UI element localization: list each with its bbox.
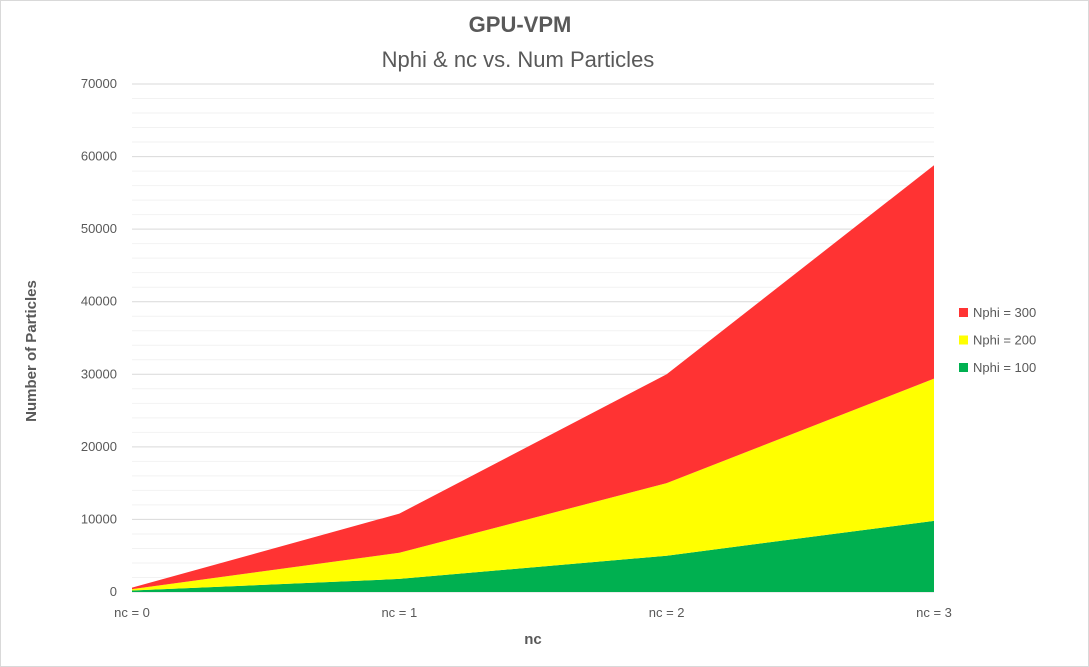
legend-label: Nphi = 100 — [973, 360, 1036, 375]
area-nphi-200 — [132, 378, 934, 591]
x-tick-label: nc = 3 — [916, 605, 952, 620]
legend-swatch — [959, 308, 968, 317]
legend-label: Nphi = 300 — [973, 305, 1036, 320]
area-nphi-300 — [132, 165, 934, 590]
legend: Nphi = 300 Nphi = 200 Nphi = 100 — [959, 305, 1036, 375]
y-tick-label: 0 — [110, 584, 117, 599]
x-axis-title: nc — [524, 631, 542, 648]
y-tick-label: 10000 — [81, 511, 117, 526]
y-tick-label: 50000 — [81, 221, 117, 236]
x-tick-label: nc = 0 — [114, 605, 150, 620]
x-tick-label: nc = 1 — [381, 605, 417, 620]
legend-swatch — [959, 335, 968, 345]
area-nphi-100 — [132, 520, 934, 592]
x-tick-label: nc = 2 — [649, 605, 685, 620]
y-axis-ticks: 0 10000 20000 30000 40000 50000 60000 70000 — [81, 76, 117, 599]
y-tick-label: 60000 — [81, 149, 117, 164]
legend-swatch — [959, 363, 968, 372]
y-tick-label: 20000 — [81, 439, 117, 454]
y-tick-label: 70000 — [81, 76, 117, 91]
x-axis-ticks: nc = 0 nc = 1 nc = 2 nc = 3 — [114, 605, 952, 620]
chart-title: GPU-VPM — [469, 12, 572, 37]
legend-label: Nphi = 200 — [973, 333, 1036, 348]
chart-subtitle: Nphi & nc vs. Num Particles — [382, 47, 655, 72]
y-tick-label: 30000 — [81, 366, 117, 381]
y-axis-title: Number of Particles — [23, 280, 40, 422]
area-series — [132, 165, 934, 592]
y-tick-label: 40000 — [81, 294, 117, 309]
